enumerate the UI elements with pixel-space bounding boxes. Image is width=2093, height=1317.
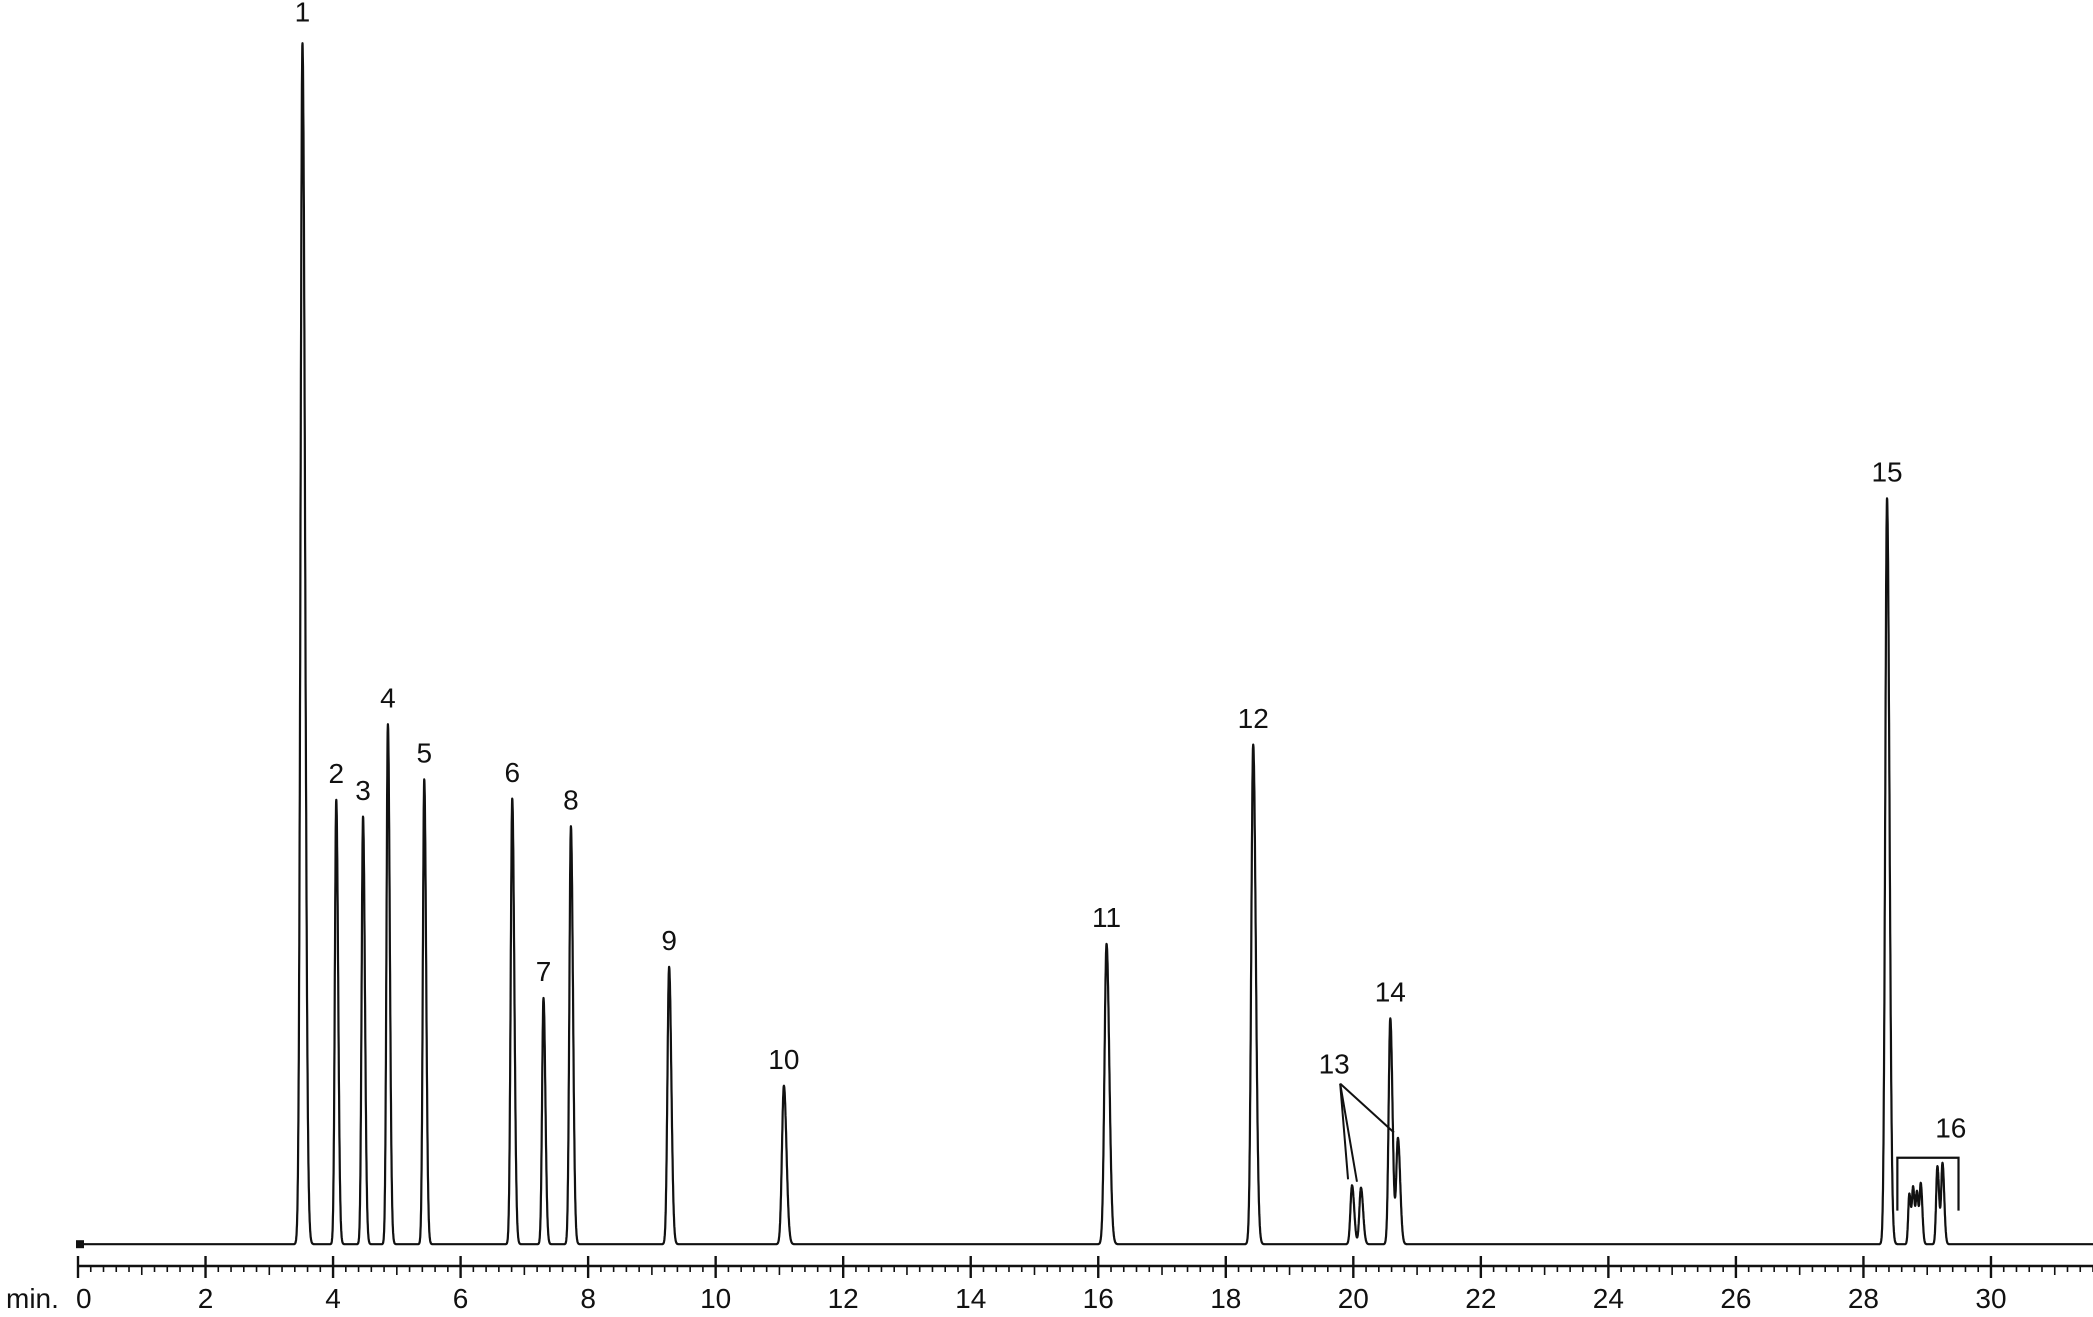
trace-start-marker — [76, 1240, 84, 1248]
peak-label-14: 14 — [1375, 977, 1406, 1008]
x-tick-label-16: 16 — [1083, 1283, 1114, 1312]
leader-line-13-1 — [1340, 1084, 1348, 1180]
x-tick-label-30: 30 — [1975, 1283, 2006, 1312]
peak-label-9: 9 — [661, 925, 677, 956]
peak-label-15: 15 — [1871, 457, 1902, 488]
x-tick-label-2: 2 — [198, 1283, 214, 1312]
peak-label-2: 2 — [328, 758, 344, 789]
peak-label-6: 6 — [504, 757, 520, 788]
peak-label-10: 10 — [768, 1044, 799, 1075]
peak-label-11: 11 — [1092, 902, 1121, 933]
trace-layer — [76, 43, 2093, 1248]
peak-label-3: 3 — [355, 775, 371, 806]
x-tick-label-18: 18 — [1210, 1283, 1241, 1312]
peak-label-16-group: 16 — [1935, 1112, 1966, 1143]
x-tick-label-0: 0 — [76, 1283, 92, 1312]
peak-label-12: 12 — [1238, 703, 1269, 734]
peak-label-13-group: 13 — [1319, 1049, 1350, 1080]
x-tick-label-6: 6 — [453, 1283, 469, 1312]
x-tick-label-4: 4 — [325, 1283, 341, 1312]
peak-label-8: 8 — [563, 784, 579, 815]
chromatogram-trace — [79, 43, 2093, 1244]
leader-line-13-2 — [1340, 1084, 1357, 1182]
x-tick-label-24: 24 — [1593, 1283, 1624, 1312]
x-tick-label-28: 28 — [1848, 1283, 1879, 1312]
x-tick-label-26: 26 — [1720, 1283, 1751, 1312]
x-tick-label-10: 10 — [700, 1283, 731, 1312]
peak-label-1: 1 — [295, 0, 311, 28]
x-tick-label-8: 8 — [580, 1283, 596, 1312]
peak-label-5: 5 — [416, 738, 432, 769]
x-axis-label: min. — [6, 1283, 59, 1312]
x-tick-label-20: 20 — [1338, 1283, 1369, 1312]
peak-label-7: 7 — [536, 956, 552, 987]
x-tick-label-14: 14 — [955, 1283, 986, 1312]
x-tick-label-22: 22 — [1465, 1283, 1496, 1312]
peak-label-4: 4 — [380, 682, 396, 713]
group-bracket-16 — [1897, 1158, 1958, 1211]
x-tick-label-12: 12 — [828, 1283, 859, 1312]
